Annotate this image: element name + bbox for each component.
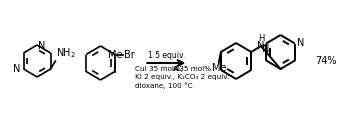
- Text: CuI 35 mol%,: CuI 35 mol%,: [135, 66, 185, 72]
- Text: Br: Br: [124, 50, 134, 59]
- Text: Me: Me: [107, 51, 122, 60]
- Text: 74%: 74%: [315, 56, 337, 66]
- Text: NH$_2$: NH$_2$: [56, 46, 76, 60]
- Text: dioxane, 100 °C: dioxane, 100 °C: [135, 82, 192, 89]
- Text: N: N: [261, 44, 269, 55]
- Text: 1.5 equiv.: 1.5 equiv.: [148, 51, 185, 60]
- Text: KI 2 equiv., K₂CO₃ 2 equiv.: KI 2 equiv., K₂CO₃ 2 equiv.: [135, 74, 229, 80]
- Text: H: H: [258, 34, 264, 43]
- Text: 35 mol%: 35 mol%: [176, 66, 210, 72]
- Text: N: N: [297, 39, 304, 49]
- Text: N: N: [38, 41, 46, 51]
- Text: N: N: [257, 41, 265, 51]
- Text: N: N: [13, 64, 21, 74]
- Text: A: A: [173, 66, 178, 72]
- Text: Me: Me: [212, 63, 226, 73]
